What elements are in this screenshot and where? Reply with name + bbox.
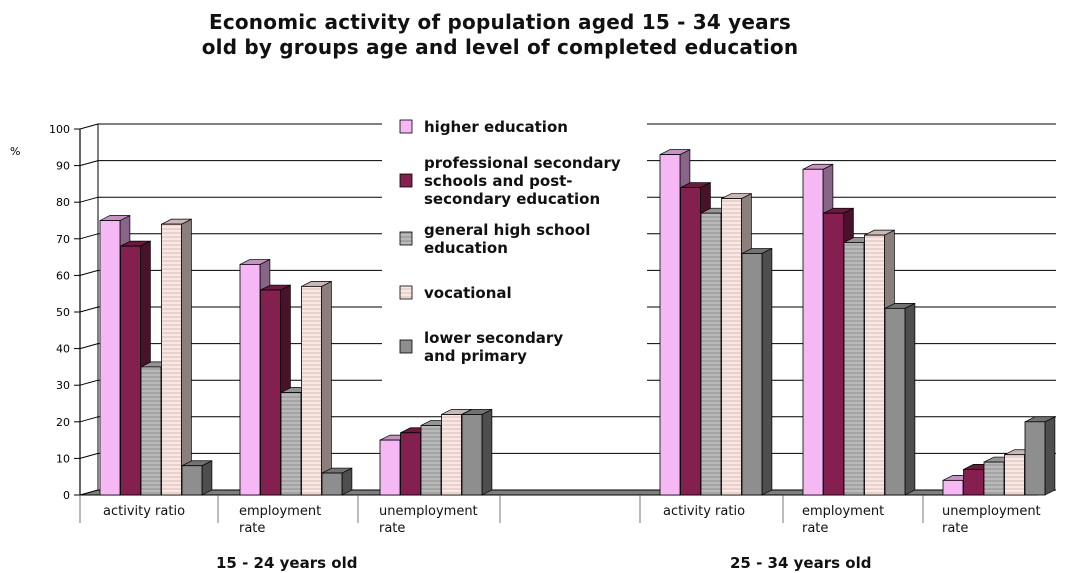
legend-label: higher education <box>424 118 568 136</box>
category-label: rate <box>942 521 968 536</box>
gridline-side <box>79 489 99 496</box>
bar-front <box>680 187 701 496</box>
bar-front <box>864 234 885 496</box>
category-label: rate <box>802 521 828 536</box>
legend-label: professional secondary <box>424 154 621 172</box>
bar-side <box>201 460 213 496</box>
category-label: activity ratio <box>103 504 185 519</box>
bar-front <box>140 366 162 496</box>
legend-label: lower secondary <box>424 329 563 347</box>
category-label: employment <box>239 504 321 519</box>
bar <box>301 280 332 496</box>
y-tick-label: 30 <box>56 379 70 392</box>
bar-front <box>161 223 182 496</box>
bar <box>321 467 353 496</box>
legend-swatch <box>399 119 413 134</box>
bar-side <box>181 218 192 496</box>
bar-front <box>963 468 984 496</box>
bar-front <box>280 392 302 496</box>
category-label: unemployment <box>379 504 478 519</box>
legend-swatch <box>399 231 413 246</box>
bar-front <box>461 414 483 496</box>
y-tick-label: 80 <box>56 196 70 209</box>
bar-front <box>802 168 824 496</box>
category-label: activity ratio <box>663 504 745 519</box>
group-label: 25 - 34 years old <box>730 554 871 572</box>
bar-side <box>321 280 332 496</box>
bar-front <box>239 264 261 496</box>
bar-front <box>1024 421 1046 496</box>
bar-front <box>983 461 1005 496</box>
gridline-side <box>79 123 99 130</box>
y-tick-label: 60 <box>56 269 70 282</box>
gridline-side <box>79 306 99 313</box>
legend-label: and primary <box>424 347 527 365</box>
legend-swatch <box>399 339 413 354</box>
bar-front <box>120 245 141 496</box>
bar <box>741 247 773 496</box>
y-tick-label: 10 <box>56 452 70 465</box>
bar-front <box>379 439 401 496</box>
gridline-side <box>79 379 99 386</box>
legend-label: secondary education <box>424 190 600 208</box>
bar-side <box>1044 416 1056 496</box>
gridline-side <box>79 452 99 459</box>
bar-front <box>721 198 742 496</box>
bar <box>884 302 916 496</box>
legend-swatch <box>399 285 413 300</box>
category-label: rate <box>379 521 405 536</box>
y-tick-label: 100 <box>49 123 70 136</box>
bar-front <box>741 253 763 496</box>
y-tick-label: 0 <box>63 489 70 502</box>
bar <box>181 460 213 496</box>
bar-front <box>1004 454 1025 496</box>
category-label: unemployment <box>942 504 1041 519</box>
bar-front <box>659 154 681 496</box>
gridline-side <box>79 233 99 240</box>
bar-front <box>843 242 865 496</box>
legend-swatch <box>399 173 413 188</box>
chart-title-line-1: Economic activity of population aged 15 … <box>208 10 792 34</box>
legend-label: vocational <box>424 284 512 302</box>
bar-front <box>942 479 964 496</box>
legend-label: general high school <box>424 221 590 239</box>
gridline-side <box>79 160 99 167</box>
bar-side <box>481 408 493 496</box>
bar-front <box>420 425 442 496</box>
y-axis-label: % <box>10 145 20 158</box>
y-tick-label: 70 <box>56 233 70 246</box>
bar-front <box>700 212 722 496</box>
y-tick-label: 90 <box>56 160 70 173</box>
bar <box>1024 416 1056 496</box>
bar-front <box>99 220 121 496</box>
bar-front <box>260 289 281 496</box>
bar <box>161 218 192 496</box>
bar-side <box>761 247 773 496</box>
category-label: employment <box>802 504 884 519</box>
chart-title-line-2: old by groups age and level of completed… <box>201 35 799 59</box>
y-tick-label: 20 <box>56 416 70 429</box>
gridline-side <box>79 269 99 276</box>
gridline-side <box>79 196 99 203</box>
bar-front <box>441 414 462 496</box>
bar <box>461 408 493 496</box>
bar-front <box>823 212 844 496</box>
gridline-side <box>79 343 99 350</box>
bar-front <box>884 307 906 496</box>
gridline-side <box>79 416 99 423</box>
bar-side <box>904 302 916 496</box>
chart-title: Economic activity of population aged 15 … <box>0 10 1000 60</box>
y-tick-label: 40 <box>56 343 70 356</box>
legend-label: education <box>424 239 508 257</box>
bar-front <box>181 465 203 496</box>
bar-front <box>400 432 421 496</box>
legend-label: schools and post- <box>424 172 573 190</box>
legend-background <box>382 108 647 400</box>
category-label: rate <box>239 521 265 536</box>
group-label: 15 - 24 years old <box>216 554 357 572</box>
y-tick-label: 50 <box>56 306 70 319</box>
bar-front <box>321 472 343 496</box>
bar-front <box>301 285 322 496</box>
